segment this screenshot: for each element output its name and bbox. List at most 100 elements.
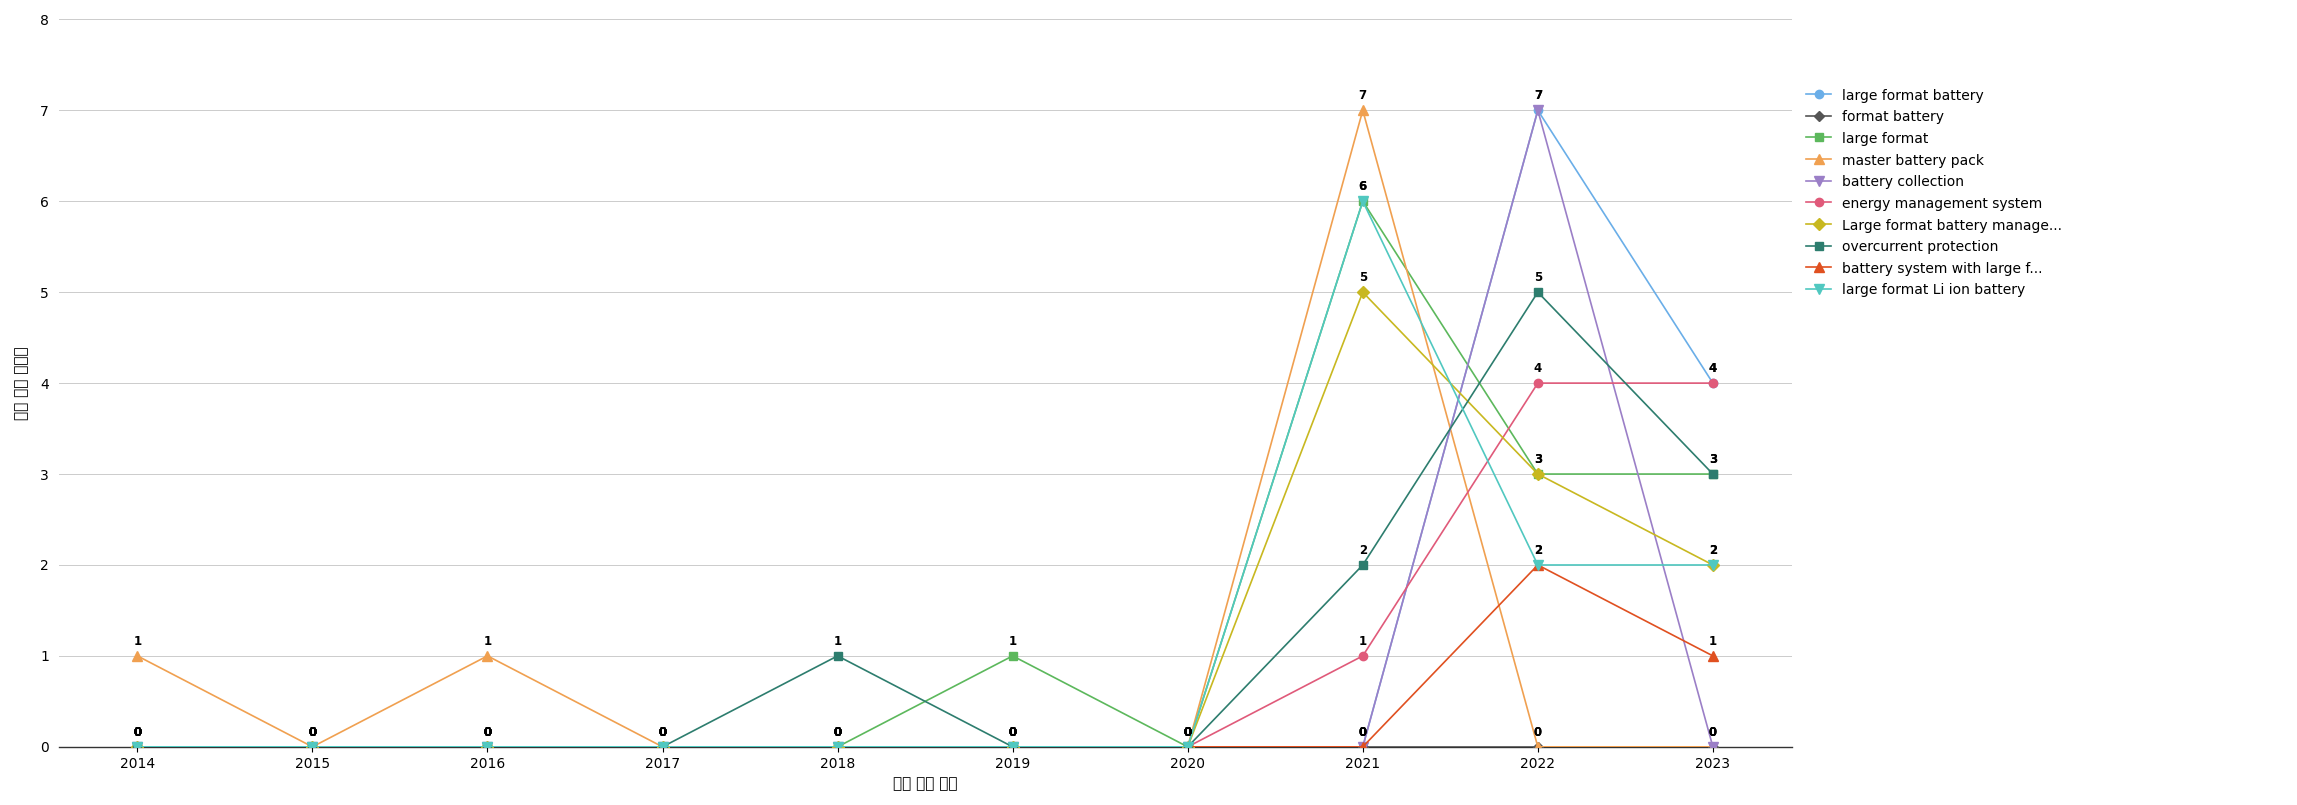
Text: 0: 0 [1534, 725, 1541, 738]
Text: 0: 0 [308, 725, 317, 738]
format battery [1523, 742, 1550, 752]
Text: 0: 0 [133, 725, 142, 738]
large format Li ion battery [1174, 742, 1201, 752]
energy management system [299, 742, 326, 752]
Large format battery manage... [473, 742, 501, 752]
Text: 0: 0 [1008, 725, 1018, 738]
Line: large format: large format [133, 197, 1718, 751]
Text: 0: 0 [482, 725, 492, 738]
large format [473, 742, 501, 752]
Text: 0: 0 [308, 725, 317, 738]
Text: 1: 1 [1008, 634, 1018, 647]
master battery pack [1523, 742, 1550, 752]
Text: 0: 0 [1360, 725, 1367, 738]
Text: 0: 0 [133, 725, 142, 738]
Text: 3: 3 [1534, 452, 1541, 466]
large format battery [1523, 105, 1550, 115]
Text: 4: 4 [1709, 361, 1718, 375]
Text: 0: 0 [133, 725, 142, 738]
large format battery [999, 742, 1027, 752]
large format battery [124, 742, 152, 752]
master battery pack [648, 742, 675, 752]
Large format battery manage... [1174, 742, 1201, 752]
large format [1174, 742, 1201, 752]
Text: 0: 0 [1360, 725, 1367, 738]
Text: 5: 5 [1534, 270, 1541, 284]
Text: 7: 7 [1534, 89, 1541, 102]
Text: 0: 0 [308, 725, 317, 738]
Text: 0: 0 [308, 725, 317, 738]
large format Li ion battery [1348, 196, 1376, 206]
Text: 7: 7 [1534, 89, 1541, 102]
Text: 0: 0 [1008, 725, 1018, 738]
energy management system [1700, 378, 1727, 388]
large format [1523, 469, 1550, 479]
Text: 0: 0 [1008, 725, 1018, 738]
Text: 0: 0 [1008, 725, 1018, 738]
battery system with large f... [1348, 742, 1376, 752]
large format battery [473, 742, 501, 752]
Text: 0: 0 [834, 725, 841, 738]
Text: 1: 1 [834, 634, 841, 647]
Text: 0: 0 [308, 725, 317, 738]
Text: 0: 0 [1183, 725, 1192, 738]
master battery pack [999, 742, 1027, 752]
large format battery [1174, 742, 1201, 752]
Text: 0: 0 [1360, 725, 1367, 738]
overcurrent protection [1174, 742, 1201, 752]
Text: 0: 0 [659, 725, 666, 738]
Large format battery manage... [1700, 560, 1727, 570]
Text: 2: 2 [1360, 543, 1367, 556]
format battery [299, 742, 326, 752]
Text: 0: 0 [659, 725, 666, 738]
Text: 0: 0 [133, 725, 142, 738]
Text: 0: 0 [1709, 725, 1716, 738]
Text: 2: 2 [1709, 543, 1716, 556]
Text: 0: 0 [659, 725, 666, 738]
large format Li ion battery [648, 742, 675, 752]
overcurrent protection [999, 742, 1027, 752]
battery collection [825, 742, 852, 752]
battery collection [648, 742, 675, 752]
Text: 1: 1 [133, 634, 142, 647]
Text: 6: 6 [1358, 180, 1367, 193]
overcurrent protection [473, 742, 501, 752]
Line: Large format battery manage...: Large format battery manage... [133, 288, 1718, 751]
large format Li ion battery [1523, 560, 1550, 570]
battery system with large f... [1523, 560, 1550, 570]
format battery [473, 742, 501, 752]
Text: 0: 0 [308, 725, 317, 738]
overcurrent protection [1523, 287, 1550, 297]
Text: 6: 6 [1358, 180, 1367, 193]
Text: 0: 0 [308, 725, 317, 738]
master battery pack [1700, 742, 1727, 752]
Line: battery system with large f...: battery system with large f... [133, 560, 1718, 752]
Text: 0: 0 [1360, 725, 1367, 738]
Large format battery manage... [1348, 287, 1376, 297]
large format [1348, 196, 1376, 206]
Text: 0: 0 [1183, 725, 1192, 738]
Text: 0: 0 [1008, 725, 1018, 738]
Text: 0: 0 [133, 725, 142, 738]
Text: 0: 0 [1008, 725, 1018, 738]
master battery pack [1174, 742, 1201, 752]
battery collection [1700, 742, 1727, 752]
Text: 3: 3 [1709, 452, 1716, 466]
battery system with large f... [299, 742, 326, 752]
master battery pack [825, 742, 852, 752]
large format battery [648, 742, 675, 752]
battery system with large f... [1174, 742, 1201, 752]
format battery [648, 742, 675, 752]
Line: format battery: format battery [133, 743, 1716, 750]
Large format battery manage... [648, 742, 675, 752]
overcurrent protection [1700, 469, 1727, 479]
large format Li ion battery [299, 742, 326, 752]
Text: 0: 0 [482, 725, 492, 738]
Text: 0: 0 [1008, 725, 1018, 738]
master battery pack [473, 651, 501, 661]
battery collection [1348, 742, 1376, 752]
Text: 0: 0 [659, 725, 666, 738]
Text: 0: 0 [659, 725, 666, 738]
large format battery [299, 742, 326, 752]
large format battery [825, 742, 852, 752]
